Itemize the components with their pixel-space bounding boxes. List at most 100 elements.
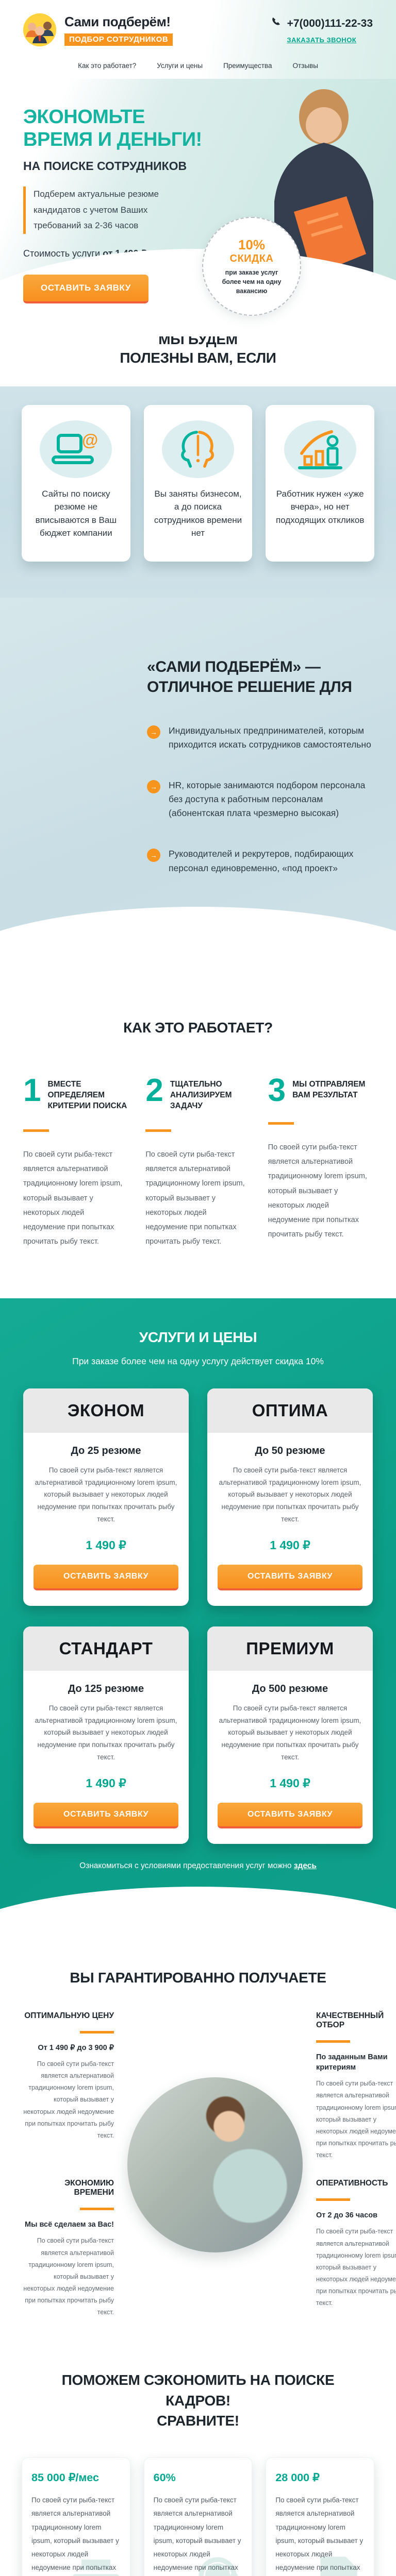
printer-icon	[65, 2553, 127, 2576]
plan-limit: До 50 резюме	[255, 1445, 325, 1457]
orange-divider	[268, 1122, 294, 1125]
arrow-circle-icon: →	[147, 849, 160, 862]
plan-text: По своей сути рыба-текст является альтер…	[219, 1466, 361, 1523]
step-number: 1	[23, 1073, 41, 1109]
plan-price: 1 490 ₽	[270, 1538, 310, 1552]
logo-people-icon	[23, 13, 56, 46]
guarantee-item: ОПТИМАЛЬНУЮ ЦЕНУ От 1 490 ₽ до 3 900 ₽ П…	[23, 2011, 114, 2142]
solution-item: → Индивидуальных предпринимателей, котор…	[147, 724, 378, 752]
guarantee-subtitle: От 1 490 ₽ до 3 900 ₽	[38, 2043, 114, 2052]
terms-line: Ознакомиться с условиями предоставления …	[79, 1861, 317, 1871]
hero-price-line: Стоимость услуги от 1 490 ₽	[23, 248, 147, 259]
pricing-section: УСЛУГИ И ЦЕНЫ При заказе более чем на од…	[0, 1298, 396, 1948]
compare-value: 60%	[153, 2471, 176, 2484]
contract-icon	[309, 2553, 371, 2576]
solution-item-text: Руководителей и рекрутеров, подбирающих …	[169, 849, 354, 873]
guarantee-text: По своей сути рыба-текст является альтер…	[23, 2060, 114, 2139]
terms-link[interactable]: здесь	[293, 1861, 317, 1871]
how-step: 2 ТЩАТЕЛЬНО АНАЛИЗИРУЕМ ЗАДАЧУ По своей …	[145, 1073, 250, 1249]
step-text: По своей сути рыба-текст является альтер…	[268, 1143, 367, 1239]
urgent-growth-icon	[284, 420, 356, 478]
how-it-works-section: КАК ЭТО РАБОТАЕТ? 1 ВМЕСТЕ ОПРЕДЕЛЯЕМ КР…	[0, 973, 396, 1298]
orange-divider	[80, 2208, 114, 2211]
nav-advantages[interactable]: Преимущества	[223, 62, 272, 70]
plan-cta-button[interactable]: ОСТАВИТЬ ЗАЯВКУ	[218, 1565, 362, 1591]
hero-title: ЭКОНОМЬТЕ ВРЕМЯ И ДЕНЬГИ!	[23, 106, 202, 151]
solution-item-text: HR, которые занимаются подбором персонал…	[169, 780, 366, 819]
step-title: ВМЕСТЕ ОПРЕДЕЛЯЕМ КРИТЕРИИ ПОИСКА	[47, 1080, 127, 1110]
orange-divider	[145, 1129, 172, 1132]
plan-cta-button[interactable]: ОСТАВИТЬ ЗАЯВКУ	[218, 1803, 362, 1829]
plan-name: ПРЕМИУМ	[246, 1639, 334, 1658]
compare-text: По своей сути рыба-текст является альтер…	[275, 2496, 364, 2572]
plan-name: СТАНДАРТ	[59, 1639, 153, 1658]
compare-card: 28 000 ₽ По своей сути рыба-текст являет…	[266, 2457, 375, 2576]
plan-text: По своей сути рыба-текст является альтер…	[35, 1466, 177, 1523]
useful-card-text: Сайты по поиску резюме не вписываются в …	[35, 488, 117, 538]
compare-text: По своей сути рыба-текст является альтер…	[31, 2496, 119, 2572]
hero-price-value: от 1 490 ₽	[103, 248, 147, 259]
compare-section: ПОМОЖЕМ СЭКОНОМИТЬ НА ПОИСКЕ КАДРОВ! СРА…	[0, 2349, 396, 2576]
orange-divider	[23, 1129, 49, 1132]
site-tagline-badge: ПОДБОР СОТРУДНИКОВ	[64, 33, 173, 46]
useful-section: МЫ БУДЕМ ПОЛЕЗНЫ ВАМ, ЕСЛИ @ Сайты по по…	[0, 300, 396, 598]
guarantee-item: КАЧЕСТВЕННЫЙ ОТБОР По заданным Вами крит…	[316, 2011, 396, 2161]
guarantee-text: По своей сути рыба-текст является альтер…	[23, 2237, 114, 2316]
main-nav: Как это работает? Услуги и цены Преимуще…	[23, 46, 373, 79]
phone-icon	[271, 16, 282, 31]
step-text: По своей сути рыба-текст является альтер…	[23, 1150, 123, 1246]
guarantee-text: По своей сути рыба-текст является альтер…	[316, 2228, 396, 2307]
nav-reviews[interactable]: Отзывы	[292, 62, 318, 70]
laptop-at-icon: @	[40, 420, 112, 478]
plan-card-econom: ЭКОНОМ До 25 резюме По своей сути рыба-т…	[23, 1388, 189, 1606]
nav-how-it-works[interactable]: Как это работает?	[78, 62, 137, 70]
how-title: КАК ЭТО РАБОТАЕТ?	[123, 1019, 273, 1036]
guarantee-subtitle: От 2 до 36 часов	[316, 2211, 378, 2220]
plan-name: ОПТИМА	[252, 1401, 328, 1420]
guarantee-title: ЭКОНОМИЮ ВРЕМЕНИ	[64, 2179, 114, 2197]
guarantees-section: ВЫ ГАРАНТИРОВАННО ПОЛУЧАЕТЕ ОПТИМАЛЬНУЮ …	[0, 1948, 396, 2350]
plan-text: По своей сути рыба-текст является альтер…	[35, 1704, 177, 1761]
guarantees-title: ВЫ ГАРАНТИРОВАННО ПОЛУЧАЕТЕ	[70, 1970, 326, 1986]
hero-lead-text: Подберем актуальные резюме кандидатов с …	[23, 187, 178, 234]
plan-limit: До 500 резюме	[252, 1683, 328, 1695]
compare-text: По своей сути рыба-текст является альтер…	[153, 2496, 241, 2572]
plan-cta-button[interactable]: ОСТАВИТЬ ЗАЯВКУ	[34, 1803, 178, 1829]
discount-note: при заказе услуг более чем на одну вакан…	[222, 268, 282, 295]
plan-cta-button[interactable]: ОСТАВИТЬ ЗАЯВКУ	[34, 1565, 178, 1591]
step-text: По своей сути рыба-текст является альтер…	[145, 1150, 245, 1246]
plan-text: По своей сути рыба-текст является альтер…	[219, 1704, 361, 1761]
solution-item: → HR, которые занимаются подбором персон…	[147, 778, 378, 820]
callback-link[interactable]: ЗАКАЗАТЬ ЗВОНОК	[287, 36, 357, 44]
hero-section: ЭКОНОМЬТЕ ВРЕМЯ И ДЕНЬГИ! НА ПОИСКЕ СОТР…	[0, 79, 396, 336]
page-header: Сами подберём! ПОДБОР СОТРУДНИКОВ +7(000…	[0, 0, 396, 79]
svg-text:@: @	[82, 431, 98, 449]
phone-number[interactable]: +7(000)111-22-33	[287, 18, 373, 29]
useful-cards-row: @ Сайты по поиску резюме не вписываются …	[0, 386, 396, 598]
pricing-subtitle: При заказе более чем на одну услугу дейс…	[72, 1356, 324, 1367]
step-title: МЫ ОТПРАВЛЯЕМ ВАМ РЕЗУЛЬТАТ	[292, 1080, 366, 1099]
guarantees-photo	[127, 2077, 303, 2253]
nav-services-prices[interactable]: Услуги и цены	[157, 62, 203, 70]
guarantee-item: ОПЕРАТИВНОСТЬ От 2 до 36 часов По своей …	[316, 2179, 396, 2309]
plan-price: 1 490 ₽	[86, 1538, 126, 1552]
step-number: 3	[268, 1073, 286, 1109]
step-number: 2	[145, 1073, 163, 1109]
logo: Сами подберём! ПОДБОР СОТРУДНИКОВ	[23, 13, 173, 46]
compare-title: ПОМОЖЕМ СЭКОНОМИТЬ НА ПОИСКЕ КАДРОВ! СРА…	[61, 2372, 335, 2429]
plan-card-optima: ОПТИМА До 50 резюме По своей сути рыба-т…	[207, 1388, 373, 1606]
discount-badge: 10% СКИДКА при заказе услуг более чем на…	[202, 217, 301, 316]
hero-subtitle: НА ПОИСКЕ СОТРУДНИКОВ	[23, 159, 187, 173]
guarantee-subtitle: Мы всё сделаем за Вас!	[25, 2221, 114, 2229]
hero-cta-button[interactable]: ОСТАВИТЬ ЗАЯВКУ	[23, 274, 148, 303]
operator-icon	[187, 2553, 249, 2576]
arrow-circle-icon: →	[147, 780, 160, 794]
orange-divider	[80, 2030, 114, 2033]
guarantee-subtitle: По заданным Вами критериям	[316, 2053, 388, 2072]
pricing-title: УСЛУГИ И ЦЕНЫ	[139, 1329, 257, 1345]
compare-card: 60% По своей сути рыба-текст является ал…	[143, 2457, 253, 2576]
solution-item: → Руководителей и рекрутеров, подбирающи…	[147, 847, 378, 875]
compare-value: 28 000 ₽	[275, 2471, 320, 2484]
plan-price: 1 490 ₽	[86, 1776, 126, 1790]
useful-card-text: Работник нужен «уже вчера», но нет подхо…	[275, 488, 365, 525]
